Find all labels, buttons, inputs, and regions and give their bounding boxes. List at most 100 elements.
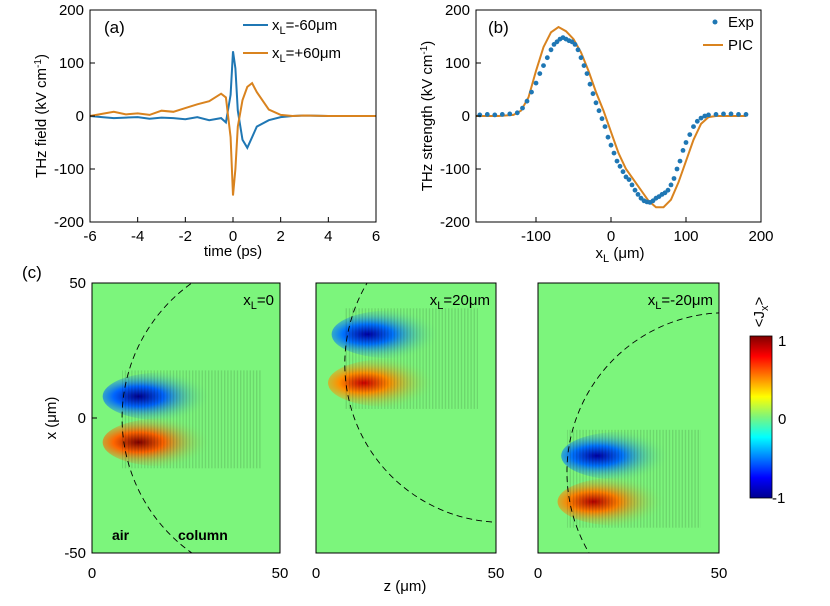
- heatmap-panel-1: [92, 283, 280, 553]
- annotation-column: column: [178, 527, 228, 543]
- heatmap-xtick-label: 0: [534, 565, 542, 582]
- chart-b-exp-point: [477, 112, 483, 118]
- chart-b-exp-point: [529, 89, 534, 95]
- chart-b-exp-point: [721, 111, 726, 117]
- colorbar-tick-0: 0: [778, 411, 786, 428]
- legend-b-marker-exp: [712, 19, 718, 25]
- chart-b-exp-point: [614, 158, 620, 164]
- chart-a-xtick-label: -6: [83, 228, 96, 245]
- chart-b-ytick-label: 0: [462, 108, 470, 125]
- chart-c-ylabel: x (μm): [43, 397, 60, 440]
- chart-b-exp-point: [537, 71, 543, 76]
- colorbar: 1 0 -1 <Jx>: [749, 297, 786, 507]
- chart-a-xtick-label: 2: [276, 228, 284, 245]
- heatmap-fringes: [566, 429, 701, 528]
- chart-b-exp-point: [602, 124, 608, 129]
- chart-b-exp-point: [499, 112, 505, 117]
- chart-b-exp-point: [520, 105, 525, 111]
- chart-b-exp-point: [544, 55, 550, 61]
- chart-b-exp-point: [620, 169, 626, 175]
- chart-b-exp-point: [629, 182, 635, 188]
- chart-b-ytick-label: 200: [445, 2, 470, 19]
- chart-a-panel-label: (a): [104, 18, 125, 37]
- heatmap-panel-label: xL=-20μm: [648, 292, 713, 312]
- chart-b-ytick-label: -200: [440, 214, 470, 231]
- chart-b-ytick-label: -100: [440, 161, 470, 178]
- chart-b-exp-point: [728, 111, 734, 117]
- chart-b-exp-point: [584, 71, 590, 76]
- chart-a-xtick-label: -2: [179, 228, 192, 245]
- chart-b-xtick-label: 100: [673, 228, 698, 245]
- chart-b-exp-point: [605, 134, 611, 140]
- chart-b-exp-point: [702, 113, 708, 119]
- heatmap-fringes: [344, 308, 478, 409]
- chart-b-exp-point: [736, 112, 741, 117]
- chart-b-xlabel: xL (μm): [596, 245, 645, 265]
- annotation-air: air: [112, 527, 130, 543]
- chart-b-exp-point: [635, 192, 641, 197]
- chart-b-exp-point: [524, 98, 530, 104]
- chart-b-ytick-label: 100: [445, 55, 470, 72]
- chart-b-exp-point: [492, 112, 498, 118]
- chart-b-exp-point: [668, 182, 674, 188]
- chart-a: -6 -4 -2 0 2 4 6 -200 -100 0 100 200 (a) time (ps)…: [33, 2, 381, 260]
- chart-b-exp-point: [596, 108, 602, 114]
- chart-b-pic-line: [476, 25, 746, 209]
- chart-a-xtick-label: 4: [324, 228, 332, 245]
- chart-b-exp-point: [713, 112, 719, 117]
- chart-a-legend: xL=-60μm xL=+60μm: [243, 17, 341, 65]
- heatmap-panel-label: xL=20μm: [430, 292, 490, 312]
- legend-b-label-exp: Exp: [728, 14, 754, 31]
- heatmap-ytick-label: -50: [64, 545, 86, 562]
- chart-a-ytick-label: 200: [59, 2, 84, 19]
- chart-b-exp-point: [484, 112, 490, 117]
- heatmap-panel-3: [538, 283, 719, 553]
- chart-a-xtick-label: -4: [131, 228, 144, 245]
- chart-c-xlabel: z (μm): [384, 578, 427, 595]
- legend-a-label-1: xL=-60μm: [272, 17, 337, 37]
- chart-a-series-2-line: [89, 81, 376, 196]
- chart-b-exp-point: [632, 187, 638, 193]
- chart-b-exp-point: [691, 124, 696, 129]
- heatmap-frame: [537, 282, 720, 554]
- chart-b-exp-point: [677, 158, 683, 164]
- chart-a-ytick-label: 0: [76, 108, 84, 125]
- chart-a-ytick-label: 100: [59, 55, 84, 72]
- chart-b-exp-point: [514, 110, 520, 116]
- chart-b-exp-point: [548, 47, 554, 53]
- chart-a-ytick-label: -100: [54, 161, 84, 178]
- chart-b-xtick-label: -100: [521, 228, 551, 245]
- chart-b-exp-point: [533, 80, 539, 86]
- heatmap-panel-label: xL=0: [243, 292, 274, 312]
- chart-b-panel-label: (b): [488, 18, 509, 37]
- chart-b-ylabel: THz strength (kV cm-1): [419, 41, 437, 192]
- chart-b-exp-point: [683, 140, 689, 145]
- chart-a-series-1-line: [89, 51, 376, 150]
- chart-b-exp-point: [575, 47, 581, 53]
- chart-b-exp-point: [694, 118, 700, 124]
- chart-a-ylabel: THz field (kV cm-1): [33, 54, 51, 178]
- heatmap-xtick-label: 50: [711, 565, 728, 582]
- chart-b-exp-point: [706, 112, 711, 118]
- chart-a-xtick-label: 0: [229, 228, 237, 245]
- chart-b-exp-point: [671, 176, 677, 181]
- chart-b-exp-point: [572, 42, 578, 47]
- chart-b-exp-point: [608, 142, 614, 148]
- chart-b-exp-point: [626, 177, 632, 183]
- chart-a-xtick-label: 6: [372, 228, 380, 245]
- chart-b-xtick-label: 200: [748, 228, 773, 245]
- chart-b-exp-point: [617, 163, 623, 169]
- chart-b-exp-point: [581, 63, 587, 68]
- chart-b-exp-point: [674, 166, 680, 172]
- chart-b-exp-point: [599, 116, 605, 122]
- chart-a-ytick-label: -200: [54, 214, 84, 231]
- colorbar-tick-neg1: -1: [772, 490, 785, 507]
- heatmap-panel-2: [316, 283, 496, 553]
- colorbar-tick-1: 1: [778, 333, 786, 350]
- chart-b-exp-point: [587, 81, 593, 87]
- chart-b-exp-point: [665, 187, 671, 193]
- chart-b-exp-point: [687, 132, 693, 138]
